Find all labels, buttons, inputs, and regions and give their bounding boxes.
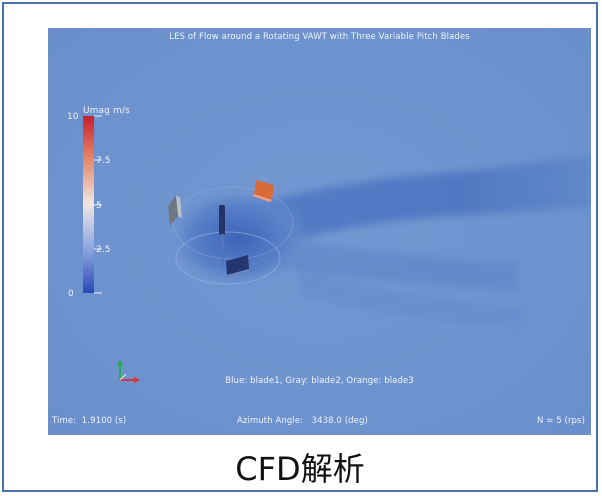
blade1-blue <box>226 255 249 278</box>
rotor-shaft <box>219 205 225 266</box>
azimuth-readout: Azimuth Angle: 3438.0 (deg) <box>237 416 368 426</box>
visualization-title: LES of Flow around a Rotating VAWT with … <box>169 32 470 42</box>
colorbar-tick-label: 10 <box>67 112 79 122</box>
colorbar-title: Umag m/s <box>83 106 130 116</box>
colorbar-tick-label: 7.5 <box>96 156 111 166</box>
blade3-orange <box>253 180 274 202</box>
figure-caption: CFD解析 <box>235 450 365 488</box>
figure-frame: LES of Flow around a Rotating VAWT with … <box>2 2 598 492</box>
cfd-visualization: LES of Flow around a Rotating VAWT with … <box>48 28 591 435</box>
blade-legend: Blue: blade1, Gray: blade2, Orange: blad… <box>225 376 414 386</box>
flow-field-image <box>48 28 591 435</box>
time-readout: Time: 1.9100 (s) <box>52 416 126 426</box>
time-value: 1.9100 (s) <box>81 416 127 426</box>
colorbar-tick-label: 5 <box>96 201 102 211</box>
wake-region <box>258 156 591 328</box>
rotation-speed-readout: N = 5 (rps) <box>536 416 585 426</box>
azimuth-label: Azimuth Angle: <box>237 416 304 426</box>
azimuth-value: 3438.0 (deg) <box>311 416 368 426</box>
axes-triad-icon <box>117 360 140 383</box>
colorbar-tick-label: 0 <box>68 289 74 299</box>
blade2-gray <box>168 195 182 226</box>
rotor-disk <box>168 188 308 288</box>
time-label: Time: <box>52 416 77 426</box>
colorbar-tick-label: 2.5 <box>96 245 111 255</box>
colorbar <box>83 115 102 294</box>
